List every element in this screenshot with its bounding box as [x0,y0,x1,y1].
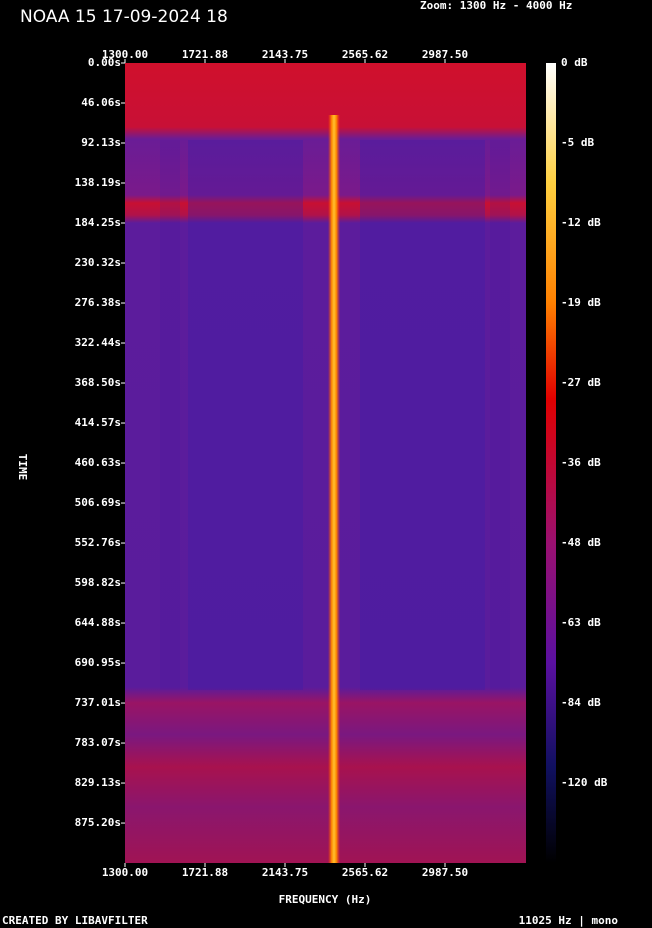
x-tick-label: 2143.75 [262,866,308,879]
y-tick-label: 92.13s [81,136,121,149]
y-tick-label: 184.25s [75,216,121,229]
y-tick-label: 644.88s [75,616,121,629]
colorbar-tick-label: -84 dB [561,696,601,709]
x-axis-label: FREQUENCY (Hz) [279,893,372,906]
y-tick-label: 552.76s [75,536,121,549]
y-tick-label: 875.20s [75,816,121,829]
x-tick-label: 2565.62 [342,866,388,879]
y-tick-label: 0.00s [88,56,121,69]
x-tick-label: 1300.00 [102,866,148,879]
colorbar [546,63,556,863]
spectrogram-image [125,63,526,863]
x-tick-label: 2565.62 [342,48,388,61]
footer-left: CREATED BY LIBAVFILTER [2,914,148,927]
x-tick-label: 1721.88 [182,866,228,879]
colorbar-tick-label: -19 dB [561,296,601,309]
y-tick-label: 598.82s [75,576,121,589]
y-tick-label: 783.07s [75,736,121,749]
y-tick-label: 230.32s [75,256,121,269]
colorbar-tick-label: -48 dB [561,536,601,549]
colorbar-tick-label: 0 dB [561,56,588,69]
y-tick-label: 737.01s [75,696,121,709]
colorbar-tick-label: -36 dB [561,456,601,469]
y-tick-label: 506.69s [75,496,121,509]
colorbar-tick-label: -27 dB [561,376,601,389]
chart-title: NOAA 15 17-09-2024 18 [20,7,228,27]
y-tick-label: 414.57s [75,416,121,429]
footer-right: 11025 Hz | mono [519,914,619,927]
x-tick-label: 1300.00 [102,48,148,61]
colorbar-tick-label: -12 dB [561,216,601,229]
y-tick-label: 322.44s [75,336,121,349]
y-tick-label: 368.50s [75,376,121,389]
y-tick-label: 46.06s [81,96,121,109]
colorbar-tick-label: -120 dB [561,776,608,789]
y-tick-label: 138.19s [75,176,121,189]
x-tick-label: 2987.50 [422,866,468,879]
colorbar-tick-label: -5 dB [561,136,594,149]
subtitle: Zoom: 1300 Hz - 4000 Hz [420,0,572,12]
x-tick-label: 2987.50 [422,48,468,61]
y-tick-label: 276.38s [75,296,121,309]
x-tick-label: 1721.88 [182,48,228,61]
y-axis-label: TIME [16,454,29,481]
y-tick-label: 829.13s [75,776,121,789]
y-tick-label: 690.95s [75,656,121,669]
x-tick-label: 2143.75 [262,48,308,61]
colorbar-tick-label: -63 dB [561,616,601,629]
y-tick-label: 460.63s [75,456,121,469]
